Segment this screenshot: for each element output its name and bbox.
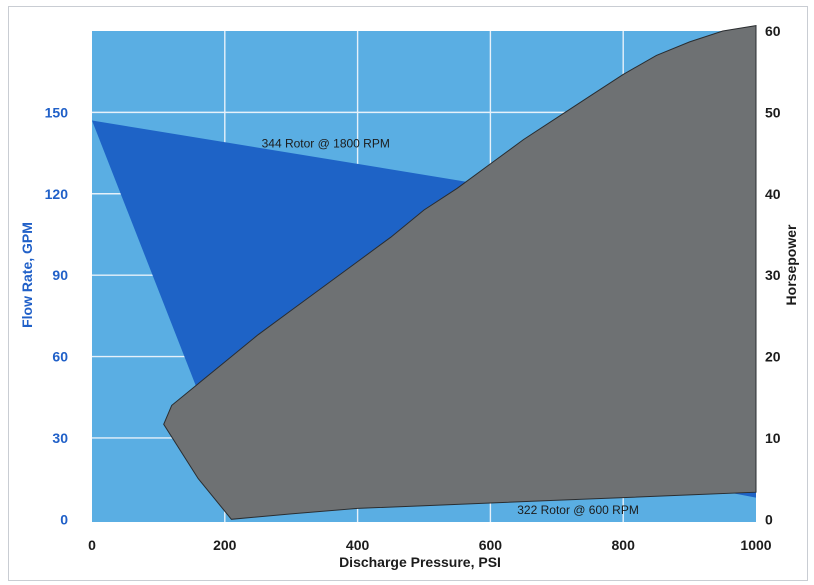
y-left-tick-label: 150 xyxy=(45,104,69,120)
y-axis-right-title: Horsepower xyxy=(783,224,799,305)
y-right-tick-label: 60 xyxy=(765,23,781,39)
y-right-tick-label: 30 xyxy=(765,267,781,283)
y-left-tick-label: 90 xyxy=(52,267,68,283)
x-tick-label: 800 xyxy=(612,537,636,553)
x-tick-label: 400 xyxy=(346,537,370,553)
y-left-tick-label: 0 xyxy=(60,511,68,527)
x-tick-label: 200 xyxy=(213,537,237,553)
y-left-tick-label: 30 xyxy=(52,430,68,446)
annotation-322-rotor: 322 Rotor @ 600 RPM xyxy=(517,503,639,517)
y-right-tick-label: 10 xyxy=(765,430,781,446)
y-axis-left-title: Flow Rate, GPM xyxy=(19,222,35,328)
y-right-tick-label: 50 xyxy=(765,104,781,120)
x-tick-label: 1000 xyxy=(740,537,771,553)
y-right-tick-label: 40 xyxy=(765,186,781,202)
y-right-tick-label: 20 xyxy=(765,349,781,365)
chart-frame xyxy=(8,6,808,581)
x-tick-label: 0 xyxy=(88,537,96,553)
annotation-344-rotor: 344 Rotor @ 1800 RPM xyxy=(262,137,390,151)
x-axis-title: Discharge Pressure, PSI xyxy=(339,554,501,570)
y-left-tick-label: 120 xyxy=(45,186,69,202)
y-right-tick-label: 0 xyxy=(765,511,773,527)
x-tick-label: 600 xyxy=(479,537,503,553)
y-left-tick-label: 60 xyxy=(52,349,68,365)
horsepower-area xyxy=(163,25,757,520)
